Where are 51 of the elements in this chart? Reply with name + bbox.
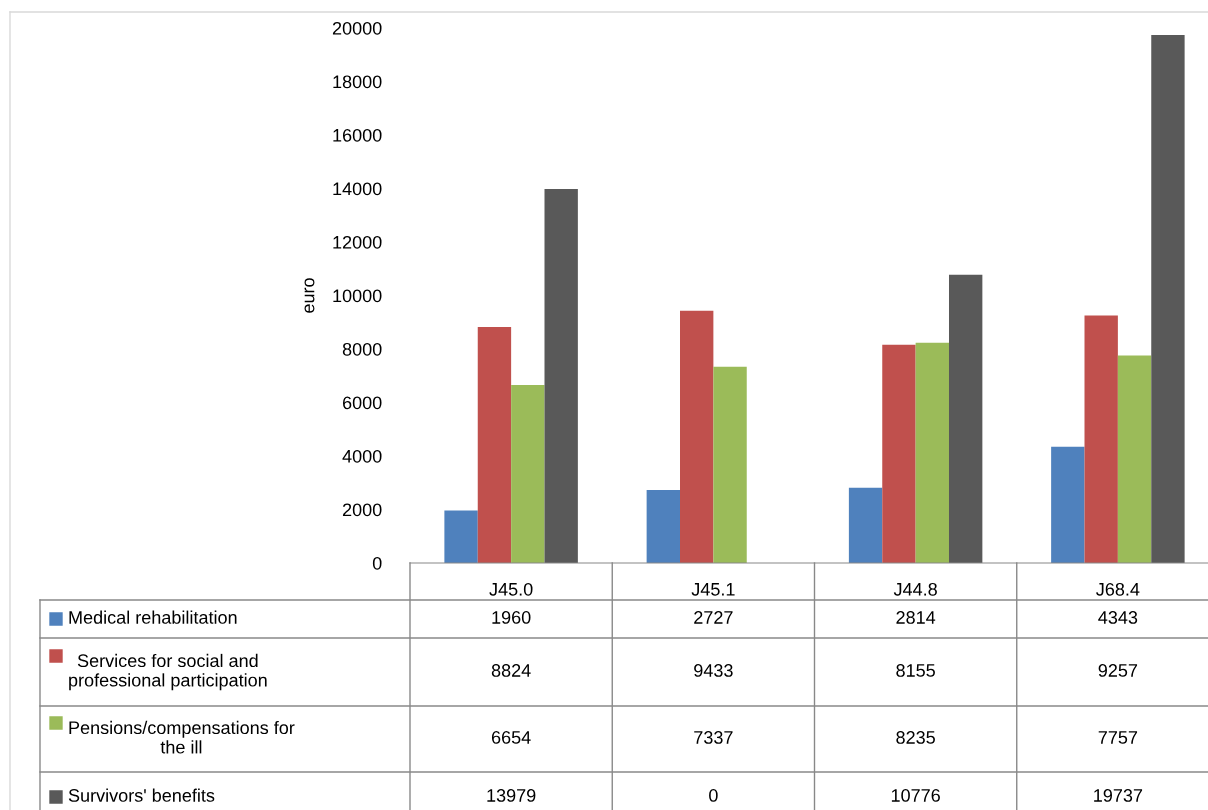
bar xyxy=(848,487,883,563)
data-label: 19737 xyxy=(1094,789,1143,802)
bar xyxy=(949,274,983,563)
data-label: 8155 xyxy=(896,664,935,677)
data-label: 0 xyxy=(709,789,718,802)
bar xyxy=(915,342,949,563)
bar xyxy=(882,344,916,563)
data-label: 6654 xyxy=(491,731,531,744)
legend-label: Survivors' benefits xyxy=(68,788,215,802)
bar xyxy=(1151,35,1185,563)
data-label: 9433 xyxy=(694,664,733,677)
x-tick-label: J68.4 xyxy=(1096,582,1140,596)
legend-label: Medical rehabilitation xyxy=(69,610,237,624)
y-tick-label: 12000 xyxy=(333,235,382,249)
bar xyxy=(477,326,512,563)
y-tick-label: 18000 xyxy=(333,75,382,89)
data-label: 9257 xyxy=(1098,664,1138,677)
bar xyxy=(1084,315,1118,563)
bar xyxy=(1051,446,1085,563)
y-tick-label: 0 xyxy=(372,556,382,570)
y-tick-label: 14000 xyxy=(333,182,382,196)
bar xyxy=(680,310,714,563)
y-tick-label: 2000 xyxy=(342,503,382,517)
y-tick-label: 16000 xyxy=(333,128,382,142)
data-label: 2814 xyxy=(896,611,936,624)
data-label: 8824 xyxy=(491,664,531,677)
bar xyxy=(713,366,747,563)
data-label: 10776 xyxy=(891,789,940,802)
data-label: 1960 xyxy=(492,611,531,624)
bar xyxy=(511,385,545,563)
y-tick-label: 4000 xyxy=(342,449,382,463)
data-label: 4343 xyxy=(1098,611,1138,624)
bar xyxy=(444,510,478,563)
bar xyxy=(1117,355,1152,563)
y-tick-label: 10000 xyxy=(333,289,382,303)
legend-label: Services for social and professional participation xyxy=(69,653,267,691)
y-tick-label: 6000 xyxy=(342,396,382,410)
bar xyxy=(646,490,680,563)
x-tick-label: J44.8 xyxy=(893,582,937,596)
data-label: 7337 xyxy=(694,731,733,744)
data-label: 7757 xyxy=(1098,731,1138,744)
legend-label: Pensions/compensations for the ill xyxy=(69,720,295,754)
x-tick-label: J45.0 xyxy=(489,582,533,596)
y-tick-label: 20000 xyxy=(332,21,382,35)
data-label: 13979 xyxy=(487,789,536,802)
y-axis-title: euro xyxy=(304,278,315,313)
y-tick-label: 8000 xyxy=(342,342,382,356)
data-label: 8235 xyxy=(896,731,935,744)
data-label: 2727 xyxy=(694,611,733,624)
bar xyxy=(544,189,578,563)
x-tick-label: J45.1 xyxy=(691,583,735,596)
